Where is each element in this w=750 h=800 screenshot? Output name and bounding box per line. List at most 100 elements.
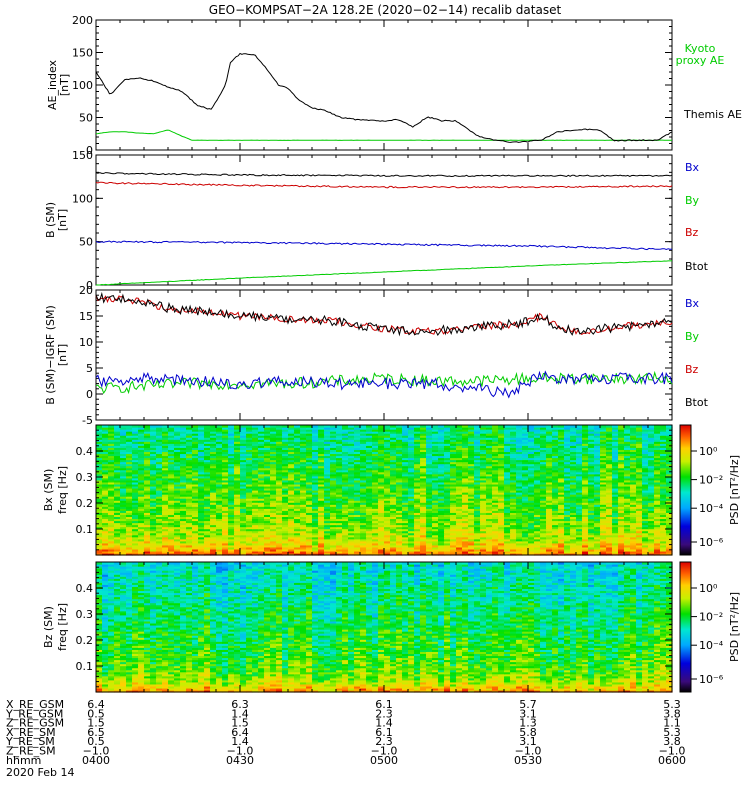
specx-cell <box>246 473 253 477</box>
specx-cell <box>564 536 571 540</box>
specx-cell <box>420 518 427 522</box>
specx-cell <box>270 471 277 475</box>
specx-cell <box>186 485 193 489</box>
specx-cell <box>372 463 379 467</box>
specx-cell <box>432 528 439 532</box>
specx-cell <box>372 504 379 507</box>
specx-cell <box>384 494 391 497</box>
specx-cell <box>204 520 211 524</box>
specx-cell <box>282 516 289 520</box>
specx-cell <box>312 459 319 463</box>
specx-cell <box>516 490 523 493</box>
specx-cell <box>210 540 217 544</box>
specx-cell <box>432 510 439 513</box>
specx-cell <box>354 536 361 540</box>
specx-cell <box>102 485 109 489</box>
specx-cell <box>222 536 229 540</box>
specx-cell <box>240 500 247 503</box>
specx-cell <box>96 504 103 507</box>
specx-cell <box>318 483 325 487</box>
specx-cell <box>300 459 307 463</box>
specx-cell <box>264 548 271 552</box>
specx-cell <box>246 510 253 513</box>
specx-cell <box>492 532 499 536</box>
specx-cell <box>480 540 487 544</box>
specx-cell <box>228 542 235 546</box>
specx-cell <box>366 473 373 477</box>
specx-cell <box>594 534 601 538</box>
specx-cell <box>306 496 313 499</box>
specx-cell <box>666 498 673 501</box>
specx-cell <box>186 540 193 544</box>
specx-cell <box>126 467 133 471</box>
specx-cell <box>210 514 217 518</box>
specx-cell <box>642 544 649 548</box>
specx-cell <box>102 502 109 505</box>
specx-cell <box>414 518 421 522</box>
specx-cell <box>126 471 133 475</box>
specx-cell <box>438 510 445 513</box>
specx-cell <box>384 477 391 481</box>
specx-cell <box>504 522 511 526</box>
specx-cell <box>522 492 529 495</box>
specx-cell <box>474 536 481 540</box>
specx-cell <box>456 504 463 507</box>
specx-cell <box>198 469 205 473</box>
specx-cell <box>474 469 481 473</box>
specx-cell <box>252 502 259 505</box>
specx-cell <box>666 546 673 550</box>
specx-cell <box>150 471 157 475</box>
specx-cell <box>150 487 157 491</box>
specx-cell <box>108 534 115 538</box>
specx-cell <box>486 463 493 467</box>
specx-cell <box>384 481 391 485</box>
specx-cell <box>180 518 187 522</box>
specx-cell <box>666 504 673 507</box>
specx-cell <box>300 481 307 485</box>
specx-cell <box>540 483 547 487</box>
specx-cell <box>444 504 451 507</box>
specx-cell <box>624 483 631 487</box>
specx-cell <box>528 514 535 518</box>
specx-cell <box>330 516 337 520</box>
specx-cell <box>654 467 661 471</box>
specx-cell <box>570 471 577 475</box>
specx-cell <box>288 532 295 536</box>
specx-cell <box>132 477 139 481</box>
specx-cell <box>552 534 559 538</box>
specx-cell <box>366 461 373 465</box>
specx-cell <box>144 548 151 552</box>
specx-cell <box>492 534 499 538</box>
specx-cell <box>294 498 301 501</box>
specx-cell <box>522 532 529 536</box>
specx-cell <box>636 467 643 471</box>
specx-cell <box>408 490 415 493</box>
specx-cell <box>528 477 535 481</box>
specx-cell <box>420 510 427 513</box>
specx-cell <box>162 469 169 473</box>
specx-cell <box>648 457 655 461</box>
bigrf-ytick-label: -5 <box>82 414 93 427</box>
specx-cell <box>276 550 283 554</box>
specx-cell <box>216 512 223 515</box>
specx-cell <box>204 516 211 520</box>
specx-cell <box>270 526 277 530</box>
specx-cell <box>552 504 559 507</box>
specx-cell <box>450 487 457 491</box>
specx-cell <box>240 546 247 550</box>
specx-cell <box>420 504 427 507</box>
specx-cell <box>606 477 613 481</box>
specx-cell <box>504 457 511 461</box>
specx-cell <box>588 471 595 475</box>
specx-cell <box>414 514 421 518</box>
specx-cell <box>630 483 637 487</box>
specx-cell <box>102 504 109 507</box>
specx-cell <box>114 459 121 463</box>
specx-cell <box>336 510 343 513</box>
specx-cell <box>474 516 481 520</box>
specx-cell <box>420 506 427 509</box>
specx-cell <box>300 461 307 465</box>
specx-cell <box>222 504 229 507</box>
specx-cell <box>654 516 661 520</box>
specx-cell <box>174 522 181 526</box>
